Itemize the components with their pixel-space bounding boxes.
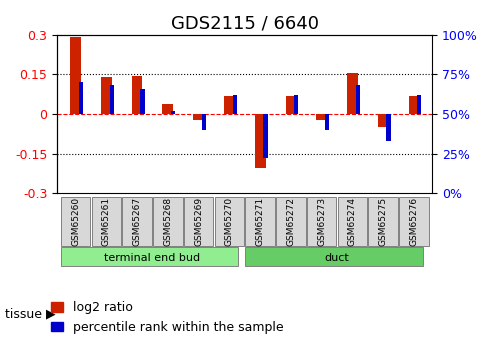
Bar — [255, 114, 266, 168]
Text: GSM65271: GSM65271 — [256, 197, 265, 246]
Bar — [141, 89, 144, 114]
Bar — [109, 86, 114, 114]
Bar — [325, 114, 329, 130]
Bar — [409, 96, 420, 114]
Bar — [417, 95, 422, 114]
Bar — [387, 114, 391, 141]
FancyBboxPatch shape — [276, 197, 306, 246]
Bar — [378, 114, 388, 127]
Text: GSM65272: GSM65272 — [286, 197, 295, 246]
Bar — [101, 77, 112, 114]
Bar — [224, 96, 235, 114]
FancyBboxPatch shape — [92, 197, 121, 246]
Bar — [285, 96, 296, 114]
FancyBboxPatch shape — [246, 247, 423, 266]
Bar — [347, 73, 358, 114]
FancyBboxPatch shape — [399, 197, 429, 246]
Bar — [233, 95, 237, 114]
Bar — [79, 82, 83, 114]
Bar — [171, 111, 176, 114]
Bar — [202, 114, 206, 130]
FancyBboxPatch shape — [246, 197, 275, 246]
Bar — [294, 95, 298, 114]
Text: GSM65275: GSM65275 — [379, 197, 387, 246]
FancyBboxPatch shape — [338, 197, 367, 246]
Bar — [163, 104, 173, 114]
Text: GSM65261: GSM65261 — [102, 197, 111, 246]
Bar — [263, 114, 268, 158]
Text: GSM65269: GSM65269 — [194, 197, 203, 246]
Text: GSM65273: GSM65273 — [317, 197, 326, 246]
FancyBboxPatch shape — [307, 197, 336, 246]
FancyBboxPatch shape — [61, 247, 238, 266]
FancyBboxPatch shape — [122, 197, 152, 246]
Text: GSM65274: GSM65274 — [348, 197, 357, 246]
Bar — [132, 76, 142, 114]
Text: GSM65268: GSM65268 — [163, 197, 173, 246]
Text: tissue ▶: tissue ▶ — [5, 307, 56, 321]
Bar — [317, 114, 327, 120]
FancyBboxPatch shape — [368, 197, 398, 246]
Bar — [355, 86, 360, 114]
FancyBboxPatch shape — [153, 197, 182, 246]
Legend: log2 ratio, percentile rank within the sample: log2 ratio, percentile rank within the s… — [46, 296, 289, 339]
FancyBboxPatch shape — [214, 197, 244, 246]
Text: GSM65267: GSM65267 — [133, 197, 141, 246]
Text: terminal end bud: terminal end bud — [105, 253, 201, 263]
FancyBboxPatch shape — [184, 197, 213, 246]
Text: GSM65260: GSM65260 — [71, 197, 80, 246]
Title: GDS2115 / 6640: GDS2115 / 6640 — [171, 15, 319, 33]
Text: GSM65276: GSM65276 — [410, 197, 419, 246]
Text: GSM65270: GSM65270 — [225, 197, 234, 246]
Bar — [70, 37, 81, 114]
Bar — [193, 114, 204, 120]
FancyBboxPatch shape — [61, 197, 90, 246]
Text: duct: duct — [325, 253, 350, 263]
